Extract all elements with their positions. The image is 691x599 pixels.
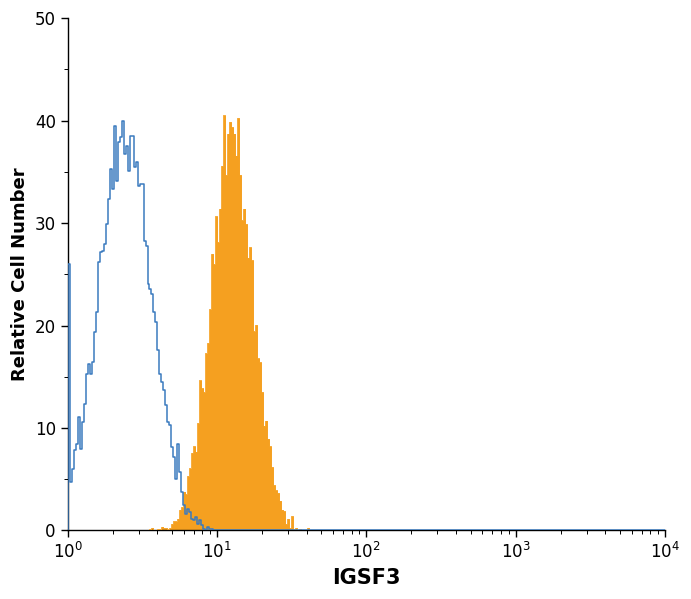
X-axis label: IGSF3: IGSF3 bbox=[332, 568, 401, 588]
Y-axis label: Relative Cell Number: Relative Cell Number bbox=[11, 168, 29, 381]
